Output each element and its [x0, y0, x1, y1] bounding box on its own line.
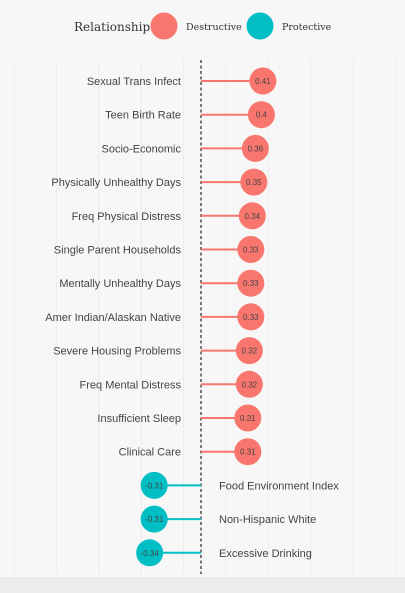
- category-label: Teen Birth Rate: [105, 110, 181, 122]
- chart-row: 0.31 Insufficient Sleep: [97, 404, 262, 432]
- value-label: -0.31: [145, 481, 164, 490]
- chart-row: 0.32 Freq Mental Distress: [80, 370, 263, 398]
- category-label: Non-Hispanic White: [219, 514, 316, 526]
- chart-row: 0.33 Single Parent Households: [54, 236, 265, 263]
- chart-row: -0.34 Excessive Drinking: [136, 539, 312, 567]
- footer-bar: [0, 577, 405, 593]
- category-label: Freq Mental Distress: [80, 379, 182, 391]
- legend-label-protective: Protective: [282, 22, 332, 33]
- value-label: 0.33: [243, 246, 259, 255]
- chart-row: 0.32 Severe Housing Problems: [53, 337, 263, 365]
- chart-row: 0.33 Mentally Unhealthy Days: [59, 269, 265, 297]
- lollipop-dot: [247, 101, 275, 129]
- value-label: -0.31: [145, 515, 164, 524]
- category-label: Socio-Economic: [102, 143, 182, 155]
- lollipop-dot: [234, 404, 262, 432]
- category-label: Insufficient Sleep: [97, 413, 181, 425]
- legend-label-destructive: Destructive: [186, 22, 242, 33]
- value-label: 0.41: [255, 77, 271, 86]
- value-label: 0.31: [240, 448, 256, 457]
- chart-row: 0.34 Freq Physical Distress: [72, 202, 266, 230]
- category-label: Mentally Unhealthy Days: [59, 278, 181, 290]
- chart-row: -0.31 Food Environment Index: [140, 471, 339, 499]
- legend-swatch-destructive: [150, 12, 178, 40]
- lollipop-dot: [240, 168, 268, 196]
- chart-row: 0.31 Clinical Care: [119, 438, 262, 466]
- lollipop-dot: [136, 539, 164, 567]
- lollipop-dot: [237, 236, 265, 263]
- value-label: 0.33: [243, 279, 259, 288]
- legend-swatch-protective: [246, 12, 274, 40]
- category-label: Amer Indian/Alaskan Native: [45, 312, 181, 324]
- value-label: 0.32: [242, 380, 258, 389]
- category-label: Single Parent Households: [54, 245, 182, 257]
- legend-title: Relationship: [74, 20, 150, 34]
- value-label: -0.34: [141, 549, 160, 558]
- category-label: Physically Unhealthy Days: [51, 177, 181, 189]
- category-label: Excessive Drinking: [219, 548, 312, 560]
- lollipop-dot: [249, 67, 277, 95]
- category-label: Freq Physical Distress: [72, 211, 182, 223]
- lollipop-dot: [237, 269, 265, 297]
- category-label: Clinical Care: [119, 447, 181, 459]
- lollipop-dot: [140, 505, 168, 533]
- chart-rows: 0.41 Sexual Trans Infect 0.4 Teen Birth Rat…: [45, 67, 339, 567]
- category-label: Severe Housing Problems: [53, 346, 181, 358]
- chart-row: 0.4 Teen Birth Rate: [105, 101, 275, 129]
- value-label: 0.34: [245, 212, 261, 221]
- chart-row: 0.35 Physically Unhealthy Days: [51, 168, 268, 196]
- lollipop-dot: [235, 337, 263, 365]
- legend: Relationship Destructive Protective: [74, 12, 332, 40]
- value-label: 0.31: [240, 414, 256, 423]
- lollipop-dot: [140, 471, 168, 499]
- lollipop-dot: [238, 202, 266, 230]
- value-label: 0.36: [248, 144, 264, 153]
- lollipop-dot: [235, 370, 263, 398]
- chart-row: 0.36 Socio-Economic: [102, 134, 269, 162]
- lollipop-dot: [237, 303, 265, 331]
- category-label: Food Environment Index: [219, 480, 339, 492]
- value-label: 0.32: [242, 347, 258, 356]
- value-label: 0.4: [256, 111, 268, 120]
- chart-row: -0.31 Non-Hispanic White: [140, 505, 316, 533]
- lollipop-dot: [234, 438, 262, 466]
- chart-row: 0.33 Amer Indian/Alaskan Native: [45, 303, 265, 331]
- value-label: 0.35: [246, 178, 262, 187]
- chart-row: 0.41 Sexual Trans Infect: [87, 67, 277, 95]
- lollipop-dot: [241, 134, 269, 162]
- category-label: Sexual Trans Infect: [87, 76, 181, 88]
- value-label: 0.33: [243, 313, 259, 322]
